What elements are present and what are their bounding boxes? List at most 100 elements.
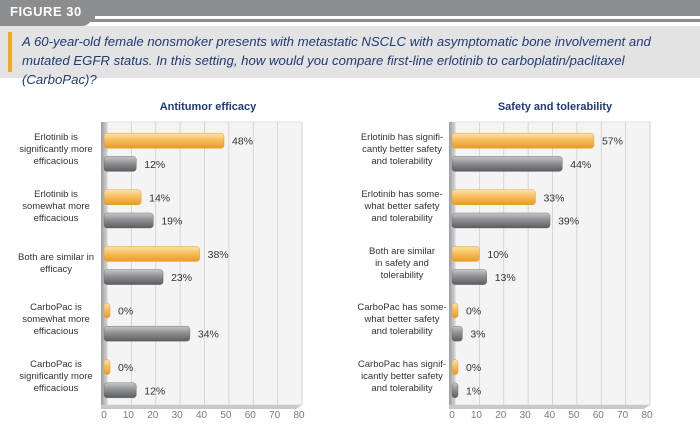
category-label-line: and tolerability [371,326,433,338]
x-tick-label: 60 [245,410,257,421]
category-label-line: cantly better safety [362,144,442,156]
bar-orange [451,132,595,149]
x-tick-label: 10 [471,410,483,421]
x-tick-label: 10 [123,410,135,421]
chart-title-antitumor-efficacy: Antitumor efficacy [159,101,257,113]
category-label-line: in safety and [375,257,429,269]
chart-title-safety-tolerability: Safety and tolerability [497,101,613,113]
x-tick-label: 70 [269,410,281,421]
bar-gray [451,269,487,285]
x-tick-label: 80 [641,410,653,421]
chart-wall [449,122,455,405]
category-label-line: Both are similar in [17,251,95,263]
bar-orange [103,302,111,319]
category-label: CarboPac is somewhat more efficacious [8,302,104,338]
data-label: 3% [470,329,485,341]
data-label: 44% [570,159,591,171]
category-label: Erlotinib is somewhat more efficacious [8,189,104,225]
category-label: Erlotinib has some-what better safety and… [352,189,452,225]
data-label: 1% [466,385,481,397]
bar-gray [451,156,563,172]
x-tick-label: 40 [196,410,208,421]
data-label: 12% [144,159,165,171]
category-label-line: CarboPac is [30,358,82,370]
data-label: 0% [118,305,133,317]
chart-wall [101,122,107,405]
x-tick-label: 50 [220,410,232,421]
category-label-line: Erlotinib is [34,132,78,144]
data-label: 12% [144,385,165,397]
data-label: 57% [602,136,623,148]
data-label: 0% [118,362,133,374]
bar-gray [103,382,137,398]
question-box: A 60-year-old female nonsmoker presents … [0,26,700,87]
category-label-line: Erlotinib has some- [361,188,443,200]
x-tick-label: 30 [520,410,532,421]
data-label: 48% [232,136,253,148]
x-tick-label: 20 [147,410,159,421]
bar-gray [451,325,463,342]
category-label: CarboPac has some-what better safety and … [352,302,452,338]
bar-gray [103,325,191,342]
x-tick-label: 20 [495,410,507,421]
x-tick-label: 60 [593,410,605,421]
bar-gray [103,269,164,285]
bar-orange [451,189,536,205]
x-tick-label: 50 [568,410,580,421]
data-label: 0% [466,362,481,374]
category-label-line: what better safety [364,314,440,326]
bar-orange [103,189,142,205]
data-label: 13% [495,272,516,284]
category-label-line: and tolerability [371,382,433,394]
data-label: 33% [543,192,564,204]
category-label: CarboPac has signif-icantly better safet… [352,359,452,395]
bar-gray [451,212,551,229]
category-label-line: Erlotinib has signifi- [360,132,444,144]
category-label: CarboPac is significantly more efficacious [8,359,104,395]
category-label-line: somewhat more [22,314,90,326]
chart-floor [101,405,302,409]
data-label: 23% [171,272,192,284]
data-label: 0% [466,305,481,317]
category-label-line: and tolerability [371,156,433,168]
category-label-line: Both are similar [369,245,435,257]
bar-orange [103,359,111,375]
bar-orange [451,302,459,319]
data-label: 34% [198,329,219,341]
x-tick-label: 40 [544,410,556,421]
category-label-line: and tolerability [371,212,433,224]
x-tick-label: 0 [449,410,455,421]
bar-gray [103,156,137,172]
x-tick-label: 30 [172,410,184,421]
bar-gray [451,382,459,398]
bar-gray [103,212,154,229]
category-label-line: tolerability [380,269,424,281]
bar-orange [103,132,225,149]
category-label-line: CarboPac is [30,302,82,314]
category-label-line: what better safety [364,200,440,212]
category-label-line: efficacy [39,263,73,275]
category-label-line: somewhat more [22,200,90,212]
x-tick-label: 80 [293,410,305,421]
category-label-line: efficacious [33,212,79,224]
x-tick-label: 70 [617,410,629,421]
question-text: A 60-year-old female nonsmoker presents … [22,34,651,87]
bar-orange [451,359,459,375]
category-label: Erlotinib has signifi-cantly better safe… [352,132,452,168]
figure-label: FIGURE 30 [0,0,92,26]
data-label: 39% [558,215,579,227]
data-label: 10% [487,249,508,261]
data-label: 14% [149,192,170,204]
category-label-line: CarboPac has some- [357,302,447,314]
chart-floor [449,405,650,409]
header-rule [95,16,700,19]
category-label: Both are similar in efficacy [8,252,104,276]
bar-orange [103,246,200,262]
bar-orange [451,246,480,262]
category-label-line: significantly more [19,144,93,156]
category-label-line: efficacious [33,156,79,168]
category-label-line: CarboPac has signif- [357,358,447,370]
category-label-line: Erlotinib is [34,188,78,200]
